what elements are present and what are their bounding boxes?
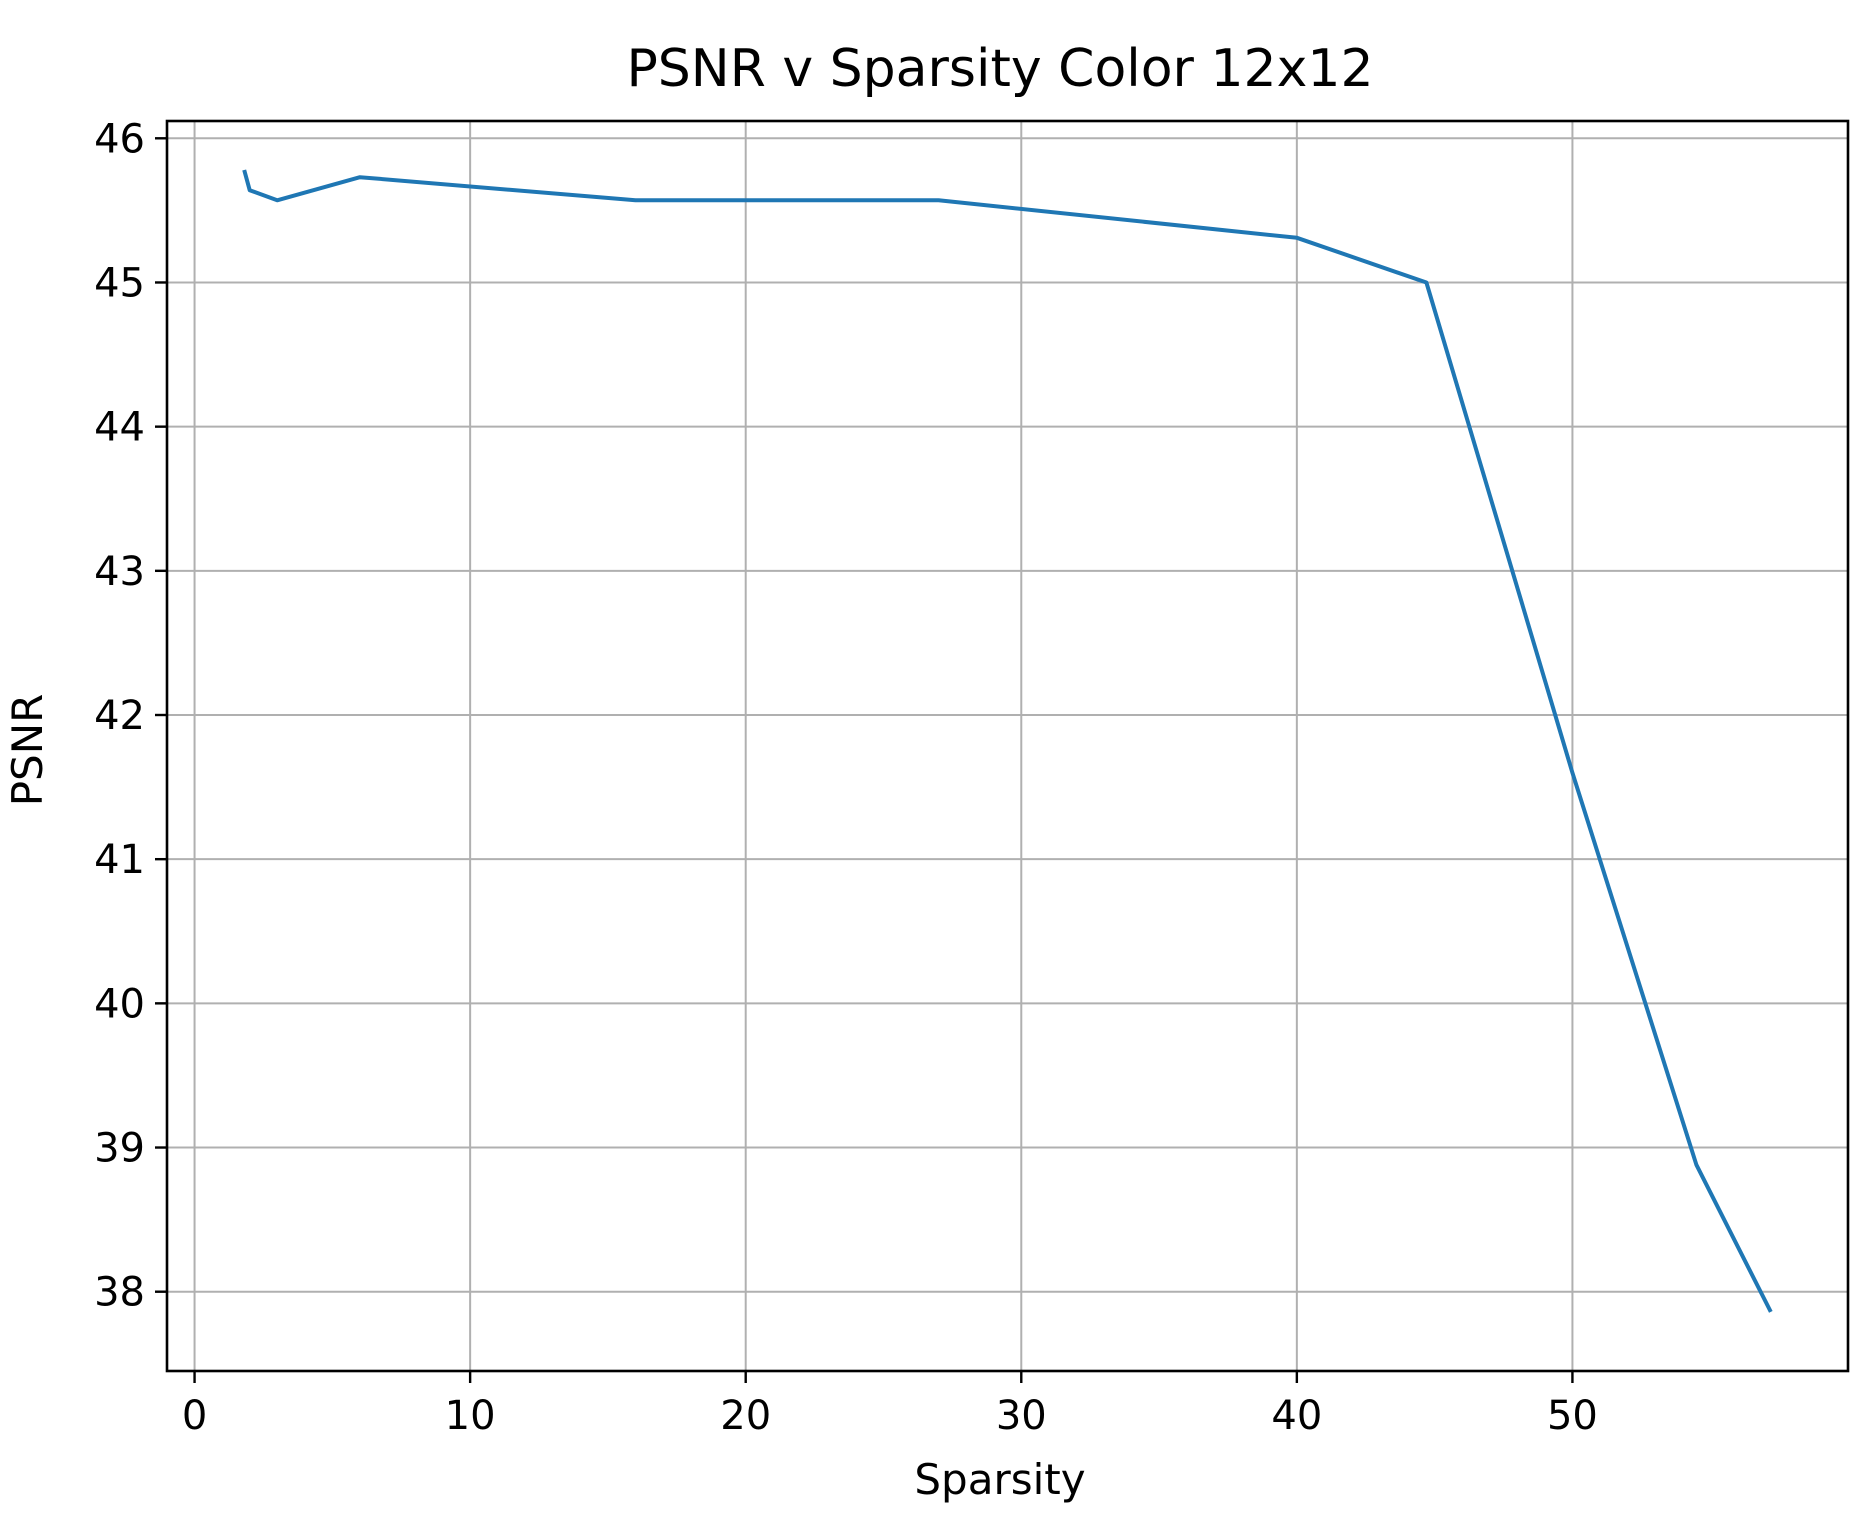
series-layer [242,169,1773,1313]
grid [167,121,1848,1371]
y-tick-label: 45 [94,260,145,306]
y-tick-label: 41 [94,837,145,883]
y-tick-label: 46 [94,116,145,162]
plot-area-frame [165,119,1850,1373]
y-tick-label: 43 [94,549,145,595]
series-line [242,169,1773,1313]
y-tick-label: 42 [94,693,145,739]
x-tick-label: 50 [1547,1393,1598,1439]
x-tick-label: 20 [720,1393,771,1439]
x-tick-label: 0 [182,1393,207,1439]
y-axis-label: PSNR [3,694,52,807]
y-tick-label: 38 [94,1270,145,1316]
x-tick-label: 10 [445,1393,496,1439]
ticks: 0 10 20 30 40 50 38 39 40 41 42 43 44 45 46 [94,116,1598,1439]
x-tick-label: 40 [1271,1393,1322,1439]
y-tick-label: 44 [94,405,145,451]
x-tick-label: 30 [996,1393,1047,1439]
chart-title: PSNR v Sparsity Color 12x12 [626,39,1373,99]
y-tick-label: 39 [94,1126,145,1172]
y-tick-label: 40 [94,981,145,1027]
x-axis-label: Sparsity [914,1455,1085,1504]
